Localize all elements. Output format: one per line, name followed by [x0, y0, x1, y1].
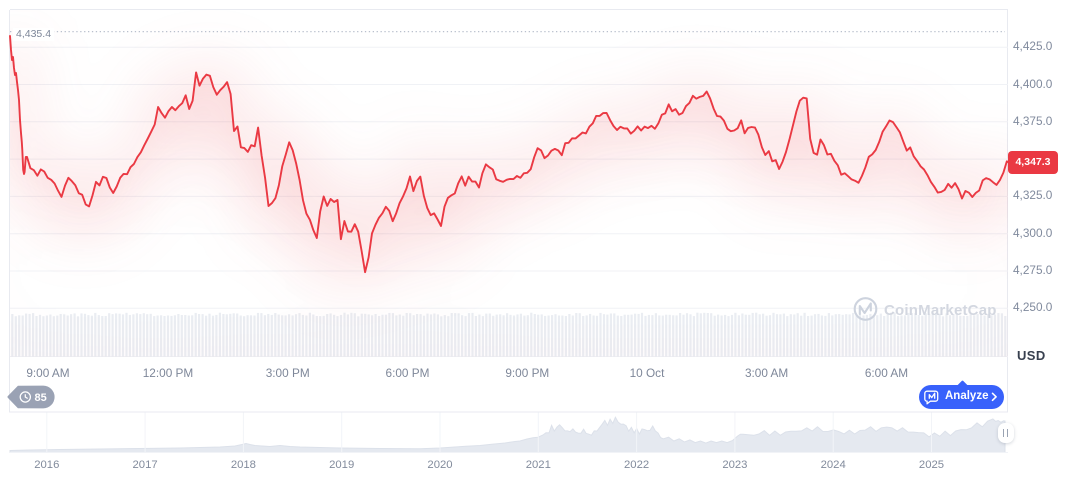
svg-text:85: 85 [35, 392, 47, 404]
